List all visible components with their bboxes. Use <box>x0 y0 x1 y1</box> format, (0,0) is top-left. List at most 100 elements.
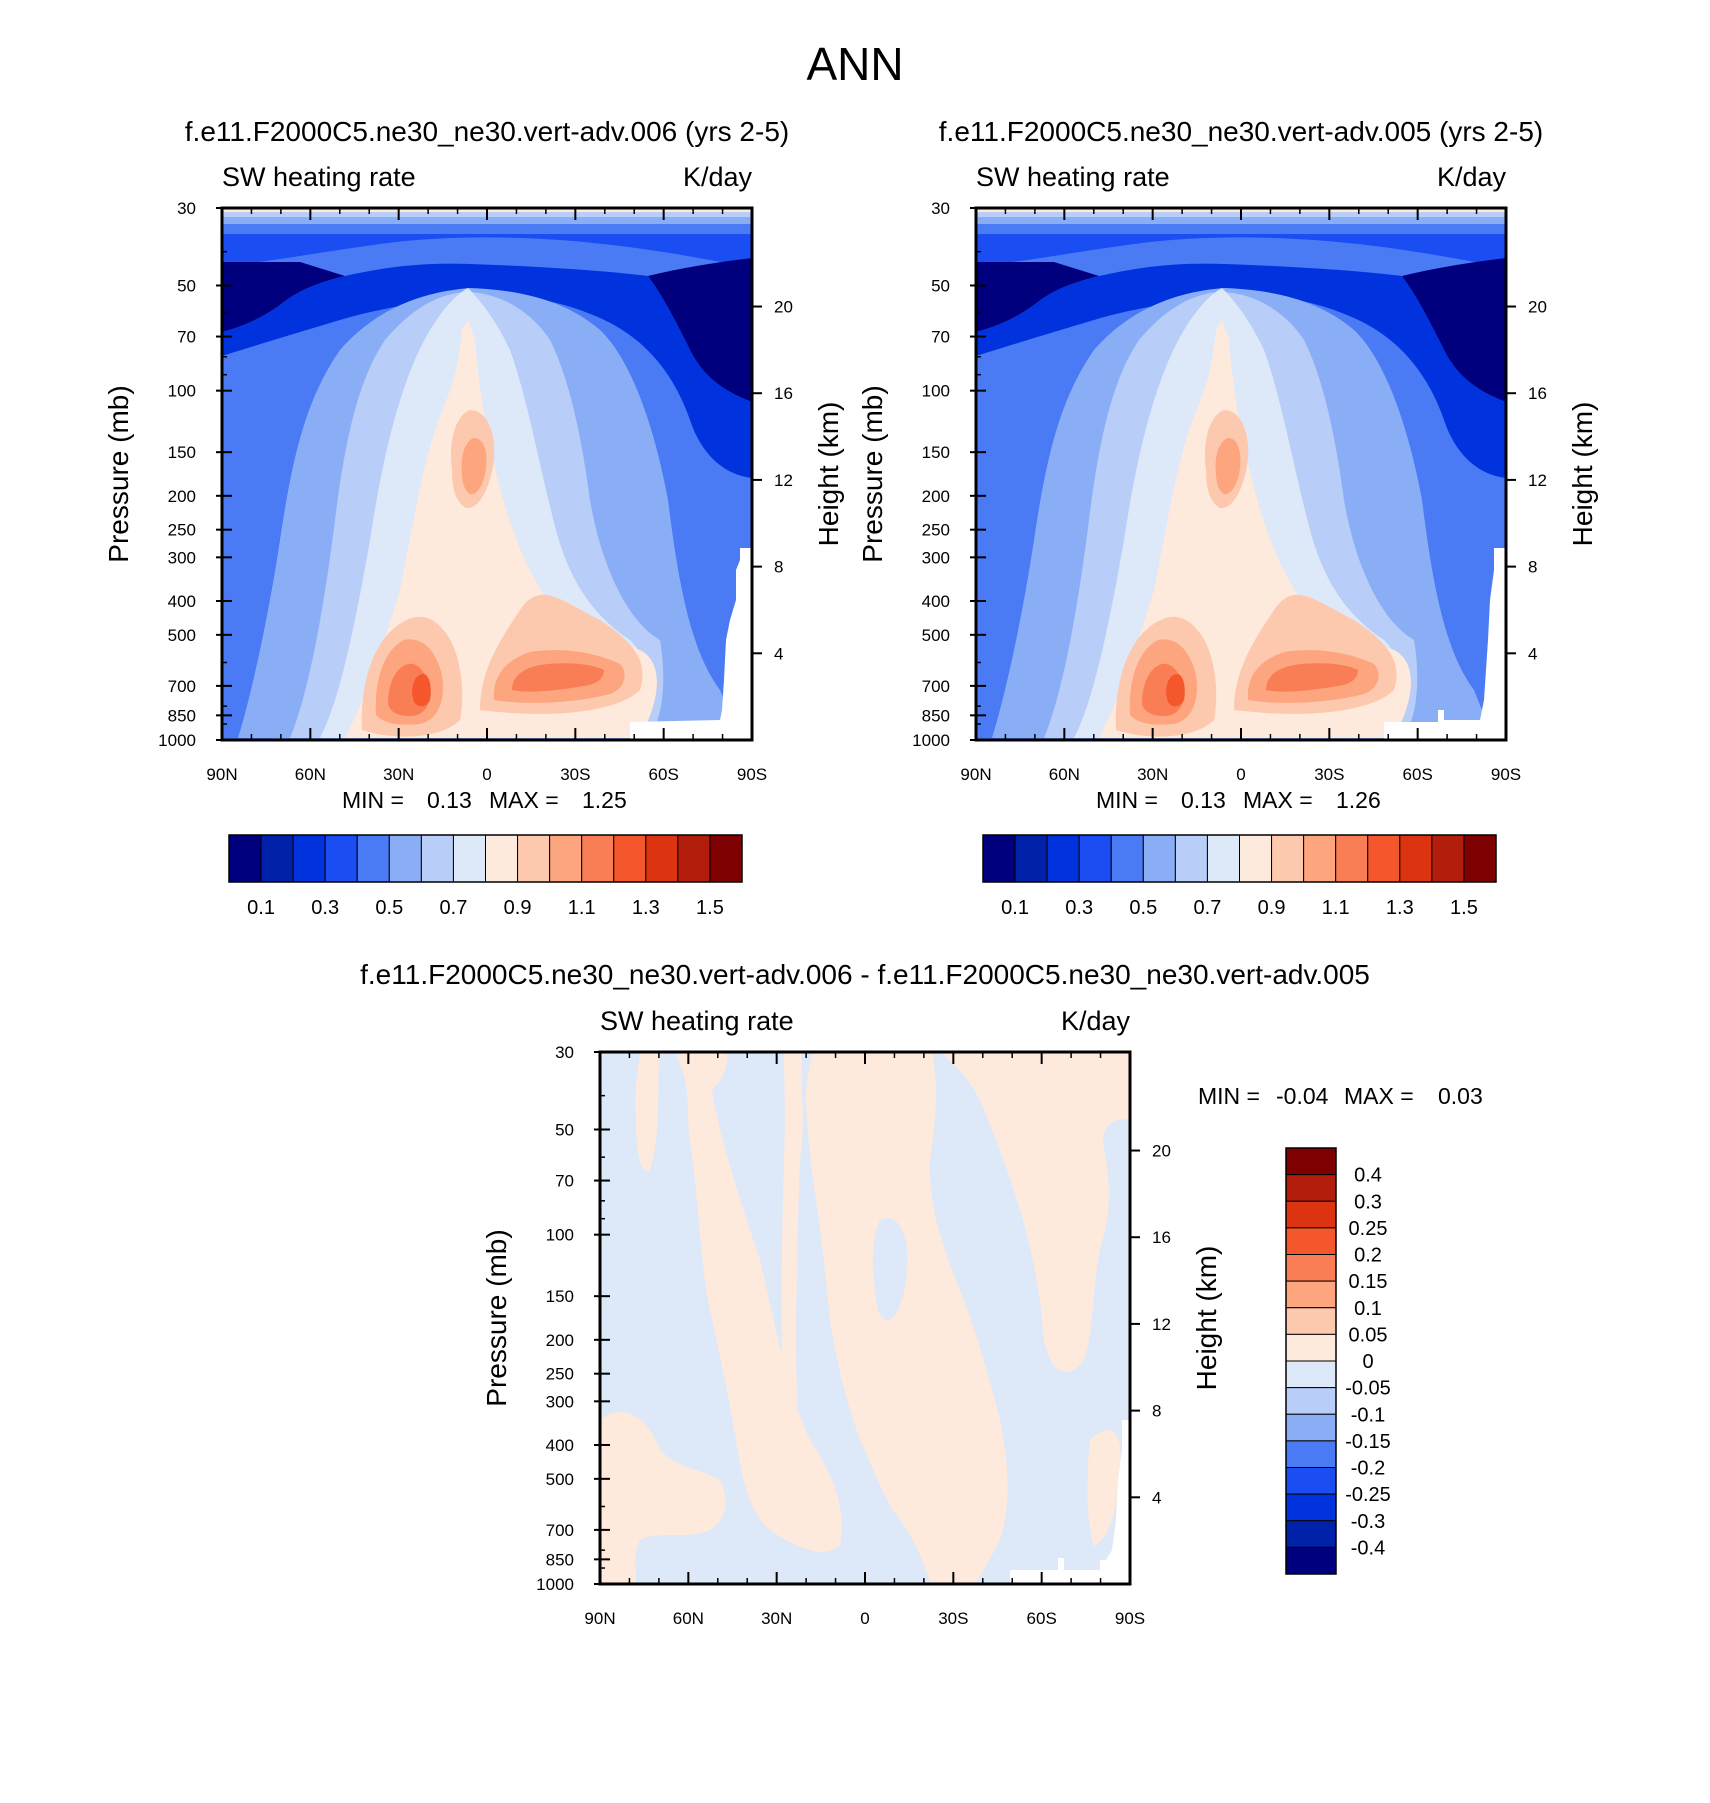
panel-1-minmax: MIN = 0.13 MAX = 1.25 <box>342 787 627 813</box>
colorbar-box <box>420 834 454 883</box>
panel-1-level-1.3 <box>412 674 431 707</box>
colorbar-box <box>1285 1360 1337 1389</box>
latitude-tick-label: 90N <box>584 1609 615 1628</box>
panel-3-positive-region-3 <box>781 1052 803 1488</box>
panel-1-axes: 30 50 70 100 150 200 250 300 400 500 700 850 1000 20 1… <box>158 199 793 784</box>
colorbar-box <box>1367 834 1401 883</box>
panel-2-right-subtitle: K/day <box>1437 162 1507 192</box>
height-tick-label: 8 <box>1528 558 1537 577</box>
panel-1-min-label: MIN = <box>342 787 404 813</box>
colorbar-label: 1.3 <box>632 897 660 919</box>
pressure-tick-label: 50 <box>931 277 950 296</box>
pressure-tick-label: 500 <box>922 626 950 645</box>
latitude-tick-label: 0 <box>1236 765 1245 784</box>
panel-3-field <box>600 1052 1130 1584</box>
colorbar-box <box>1463 834 1497 883</box>
latitude-tick-label: 90N <box>206 765 237 784</box>
pressure-tick-label: 500 <box>168 626 196 645</box>
panel-1-right-subtitle: K/day <box>683 162 753 192</box>
colorbar-label: -0.3 <box>1351 1511 1385 1533</box>
panel-1-max-value: 1.25 <box>582 787 627 813</box>
colorbar-box <box>1285 1254 1337 1282</box>
colorbar-box <box>1271 834 1305 883</box>
panel-3-max-value: 0.03 <box>1438 1083 1483 1109</box>
panel-3-minmax: MIN = -0.04 MAX = 0.03 <box>1198 1083 1483 1109</box>
colorbar-box <box>1399 834 1433 883</box>
panel-2-level-1.1-mid <box>1215 438 1241 495</box>
panel-3-min-label: MIN = <box>1198 1083 1260 1109</box>
panel-3-right-subtitle: K/day <box>1061 1006 1131 1036</box>
height-tick-label: 8 <box>1152 1402 1161 1421</box>
panel-3-min-value: -0.04 <box>1276 1083 1329 1109</box>
pressure-tick-label: 100 <box>168 382 196 401</box>
panel-1: f.e11.F2000C5.ne30_ne30.vert-adv.006 (yr… <box>103 116 844 919</box>
colorbar-label: 1.1 <box>568 897 596 919</box>
panel-3-negative-island-2 <box>986 1170 1015 1252</box>
height-tick-label: 4 <box>774 644 783 663</box>
height-tick-label: 20 <box>774 298 793 317</box>
panel-1-upper-band <box>222 263 752 478</box>
colorbar-frame <box>1285 1147 1337 1575</box>
panel-1-top-level-3 <box>222 217 752 224</box>
latitude-tick-label: 90S <box>1491 765 1521 784</box>
panel-2-level-1.2-south <box>1266 663 1358 692</box>
colorbar-box <box>1239 834 1273 883</box>
latitude-tick-label: 60S <box>1027 1609 1057 1628</box>
panel-3-missing-wedge <box>1010 1420 1130 1584</box>
pressure-tick-label: 850 <box>168 706 196 725</box>
colorbar-box <box>1014 834 1048 883</box>
panel-2-top-level-3 <box>976 217 1506 224</box>
pressure-tick-label: 700 <box>168 677 196 696</box>
pressure-tick-label: 400 <box>168 592 196 611</box>
colorbar-label: 1.5 <box>696 897 724 919</box>
panel-2-pressure-label: Pressure (mb) <box>857 385 888 562</box>
colorbar-box <box>1335 834 1369 883</box>
colorbar-box <box>581 834 615 883</box>
panel-2-min-label: MIN = <box>1096 787 1158 813</box>
colorbar-box <box>1285 1307 1337 1335</box>
pressure-tick-label: 200 <box>168 487 196 506</box>
colorbar-box <box>1206 834 1240 883</box>
panel-1-north-deep-core <box>222 262 345 332</box>
panel-3-axes: 30 50 70 100 150 200 250 300 400 500 700 850 1000 20 1… <box>536 1043 1171 1628</box>
latitude-tick-label: 30S <box>1314 765 1344 784</box>
colorbar-box <box>1285 1493 1337 1522</box>
panel-3-max-label: MAX = <box>1344 1083 1414 1109</box>
colorbar-label: 0.9 <box>1258 897 1286 919</box>
panel-1-title: f.e11.F2000C5.ne30_ne30.vert-adv.006 (yr… <box>185 116 789 147</box>
height-tick-label: 12 <box>1528 471 1547 490</box>
colorbar-label: 0.3 <box>1065 897 1093 919</box>
colorbar-label: 0 <box>1362 1351 1373 1373</box>
colorbar-box <box>549 834 583 883</box>
latitude-tick-label: 60S <box>649 765 679 784</box>
panel-3-positive-region-1 <box>635 1052 660 1171</box>
latitude-tick-label: 30S <box>938 1609 968 1628</box>
colorbar-label: -0.05 <box>1345 1378 1391 1400</box>
pressure-tick-label: 200 <box>922 487 950 506</box>
panel-1-pressure-label: Pressure (mb) <box>103 385 134 562</box>
pressure-tick-label: 400 <box>546 1436 574 1455</box>
colorbar-box <box>388 834 422 883</box>
panel-3-negative-island-3 <box>1034 1383 1057 1450</box>
colorbar-label: -0.1 <box>1351 1404 1385 1426</box>
panel-2-left-subtitle: SW heating rate <box>976 162 1170 192</box>
pressure-tick-label: 700 <box>922 677 950 696</box>
colorbar-box <box>356 834 390 883</box>
panel-3-title: f.e11.F2000C5.ne30_ne30.vert-adv.006 - f… <box>360 959 1370 990</box>
colorbar-box <box>1285 1280 1337 1309</box>
colorbar-box <box>982 834 1016 883</box>
colorbar-label: 1.1 <box>1322 897 1350 919</box>
panel-2-colorbar: 0.1 0.3 0.5 0.7 0.9 1.1 1.3 1.5 <box>982 834 1497 919</box>
pressure-tick-label: 30 <box>931 199 950 218</box>
colorbar-label: 1.3 <box>1386 897 1414 919</box>
pressure-tick-label: 70 <box>931 328 950 347</box>
pressure-tick-label: 1000 <box>536 1575 574 1594</box>
panel-2-minmax: MIN = 0.13 MAX = 1.26 <box>1096 787 1381 813</box>
pressure-tick-label: 300 <box>922 548 950 567</box>
panel-3-negative-island-1 <box>873 1218 908 1320</box>
colorbar-box <box>709 834 743 883</box>
colorbar-box <box>1431 834 1465 883</box>
height-tick-label: 8 <box>774 558 783 577</box>
colorbar-box <box>677 834 711 883</box>
colorbar-label: 0.5 <box>1129 897 1157 919</box>
